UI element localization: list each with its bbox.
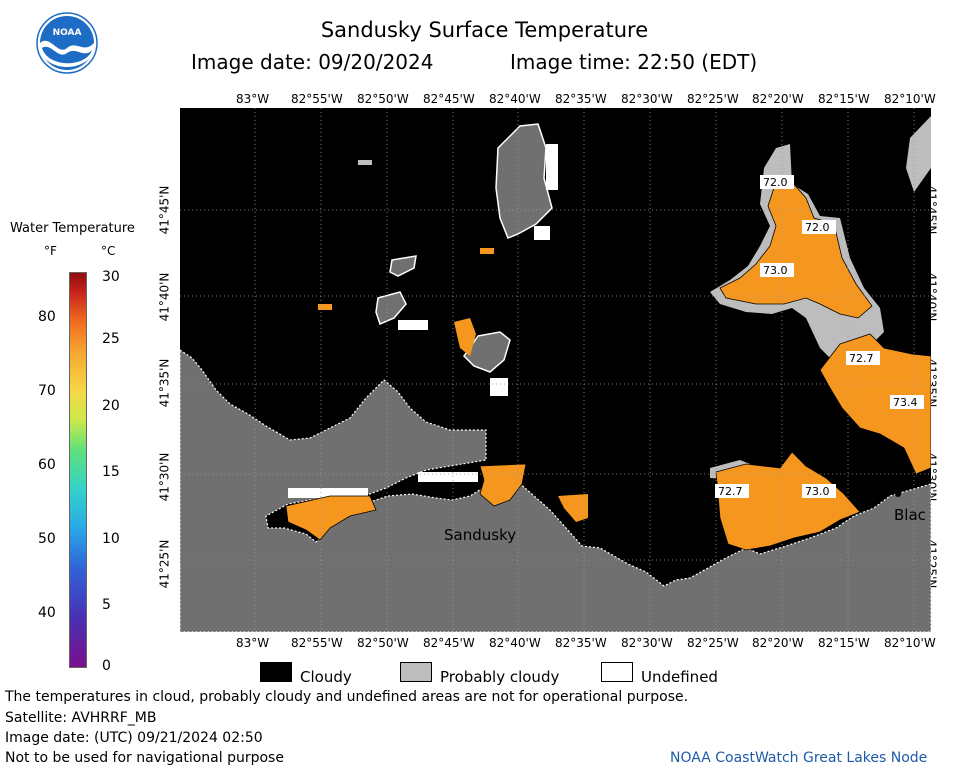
lon-tick-bottom: 82°35'W: [555, 636, 607, 650]
probably-cloudy-area: [906, 116, 931, 192]
legend-label-undefined: Undefined: [641, 668, 718, 686]
water-temperature-area: [285, 495, 377, 541]
land-shore: [180, 349, 931, 632]
water-temperature-area: [715, 451, 861, 551]
place-label-blac: Blac: [894, 506, 926, 524]
island-gray: [495, 123, 553, 239]
legend-label-cloudy: Cloudy: [300, 668, 352, 686]
place-label-sandusky: Sandusky: [444, 526, 516, 544]
navigation-warning-text: Not to be used for navigational purpose: [5, 750, 284, 766]
lon-tick-top: 82°20'W: [752, 92, 804, 106]
lon-tick-top: 83°W: [236, 92, 270, 106]
colorbar-f-label: 60: [38, 457, 56, 473]
water-temperature-area: [480, 248, 494, 254]
lon-tick-top: 82°50'W: [357, 92, 409, 106]
temperature-label: 73.4: [893, 396, 918, 409]
legend-swatch-cloudy: [260, 662, 292, 682]
temperature-label: 73.0: [805, 485, 830, 498]
logo-text: NOAA: [53, 28, 82, 38]
lon-tick-top: 82°45'W: [423, 92, 475, 106]
lon-tick-bottom: 82°20'W: [752, 636, 804, 650]
legend-label-probably-cloudy: Probably cloudy: [440, 668, 560, 686]
water-temperature-area: [558, 494, 588, 522]
lon-tick-top: 82°40'W: [489, 92, 541, 106]
map-grid: [180, 108, 931, 632]
colorbar-unit-f: °F: [44, 244, 57, 258]
colorbar-c-label: 20: [102, 398, 120, 414]
temperature-label: 72.0: [805, 221, 830, 234]
lon-tick-top: 82°35'W: [555, 92, 607, 106]
temperature-map: 72.0 72.0 73.0 72.7 73.4 72.7 73.0 Sandu…: [180, 108, 931, 632]
image-time: Image time: 22:50 (EDT): [510, 50, 758, 74]
temperature-label: 73.0: [763, 264, 788, 277]
temperature-label: 72.0: [763, 176, 788, 189]
island-gray: [389, 255, 417, 277]
temperature-label: 72.7: [718, 485, 743, 498]
lon-tick-top: 82°25'W: [687, 92, 739, 106]
lon-tick-bottom: 83°W: [236, 636, 270, 650]
temperature-colorbar: [69, 272, 87, 668]
credit-text: NOAA CoastWatch Great Lakes Node: [670, 750, 928, 766]
colorbar-c-label: 0: [102, 658, 111, 674]
legend-swatch-probably-cloudy: [400, 662, 432, 682]
lat-tick-left: 41°30'N: [157, 452, 172, 502]
lon-tick-bottom: 82°30'W: [621, 636, 673, 650]
satellite-text: Satellite: AVHRRF_MB: [5, 710, 157, 726]
colorbar-unit-c: °C: [101, 244, 116, 258]
lon-tick-bottom: 82°50'W: [357, 636, 409, 650]
undefined-area: [288, 488, 368, 498]
island-gray: [375, 291, 407, 326]
lon-tick-top: 82°10'W: [884, 92, 936, 106]
lon-tick-bottom: 82°15'W: [818, 636, 870, 650]
lon-tick-bottom: 82°40'W: [489, 636, 541, 650]
lon-tick-top: 82°30'W: [621, 92, 673, 106]
city-marker: [895, 491, 901, 497]
lat-tick-left: 41°25'N: [157, 539, 172, 589]
colorbar-f-label: 50: [38, 531, 56, 547]
lon-tick-bottom: 82°55'W: [291, 636, 343, 650]
colorbar-c-label: 15: [102, 464, 120, 480]
lon-tick-bottom: 82°45'W: [423, 636, 475, 650]
colorbar-c-label: 30: [102, 269, 120, 285]
lon-tick-bottom: 82°25'W: [687, 636, 739, 650]
noaa-logo-icon: NOAA: [36, 12, 98, 74]
lon-tick-top: 82°15'W: [818, 92, 870, 106]
disclaimer-text: The temperatures in cloud, probably clou…: [5, 689, 689, 705]
temperature-label: 72.7: [849, 352, 874, 365]
colorbar-f-label: 80: [38, 309, 56, 325]
undefined-area: [546, 144, 558, 190]
lat-tick-left: 41°40'N: [157, 272, 172, 322]
undefined-area: [418, 472, 478, 482]
lon-tick-bottom: 82°10'W: [884, 636, 936, 650]
water-temperature-area: [479, 463, 527, 507]
water-temperature-area: [318, 304, 332, 310]
water-temperature-area: [454, 318, 476, 356]
small-patch: [358, 160, 372, 165]
undefined-area: [398, 320, 428, 330]
colorbar-f-label: 40: [38, 605, 56, 621]
undefined-area: [534, 226, 550, 240]
lon-tick-top: 82°55'W: [291, 92, 343, 106]
colorbar-f-label: 70: [38, 383, 56, 399]
lat-tick-left: 41°45'N: [157, 185, 172, 235]
undefined-area: [490, 378, 508, 396]
utc-date-text: Image date: (UTC) 09/21/2024 02:50: [5, 730, 263, 746]
colorbar-c-label: 25: [102, 331, 120, 347]
colorbar-c-label: 10: [102, 531, 120, 547]
colorbar-title: Water Temperature: [10, 221, 135, 236]
map-title: Sandusky Surface Temperature: [320, 18, 649, 42]
image-date: Image date: 09/20/2024: [191, 50, 434, 74]
lat-tick-left: 41°35'N: [157, 358, 172, 408]
colorbar-c-label: 5: [102, 597, 111, 613]
island-gray: [463, 331, 511, 373]
legend-swatch-undefined: [601, 662, 633, 682]
